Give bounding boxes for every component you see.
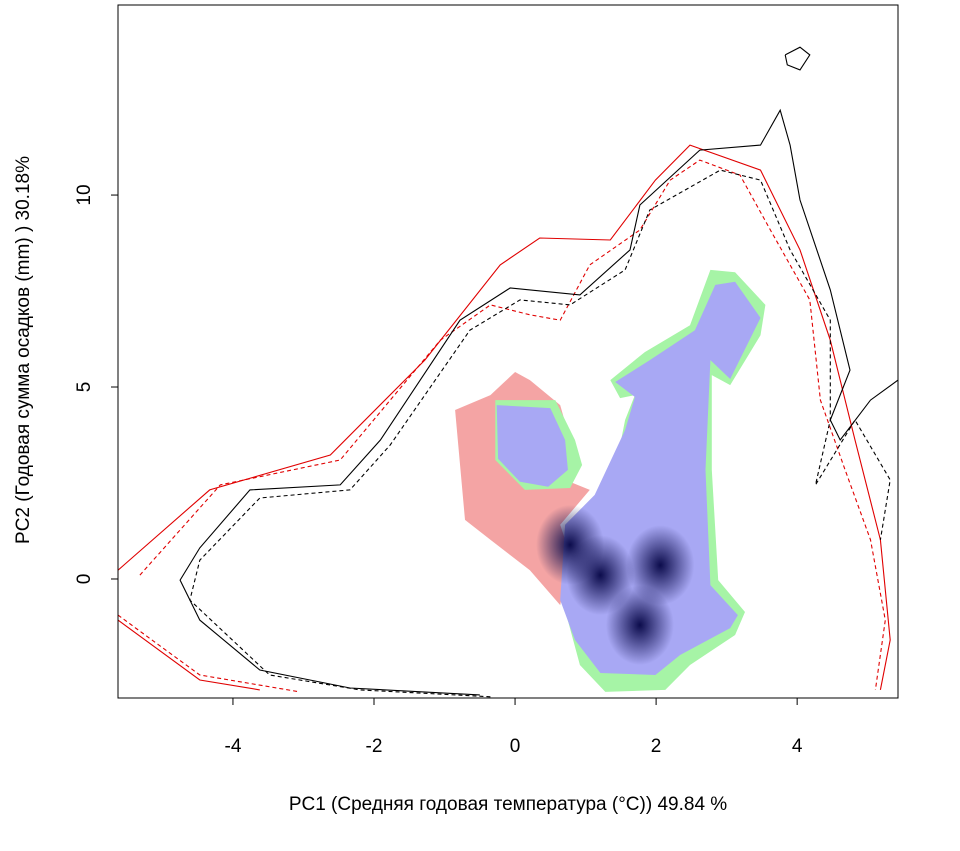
x-tick-label: -2: [366, 736, 383, 757]
contour-line: [179, 46, 898, 696]
density-peak: [605, 585, 674, 666]
density-region: [496, 405, 568, 487]
contour-line: [118, 159, 886, 693]
y-axis-label: PC2 (Годовая сумма осадков (mm) ) 30.18%: [13, 156, 34, 544]
y-tick-label: 5: [74, 382, 95, 393]
x-tick-label: 4: [792, 736, 803, 757]
x-axis-label: PC1 (Средняя годовая температура (°C)) 4…: [289, 794, 727, 815]
y-tick-label: 0: [74, 574, 95, 585]
x-tick-label: -4: [225, 736, 242, 757]
plot-area: [118, 46, 898, 698]
y-tick-label: 10: [74, 184, 95, 205]
plot-frame: [117, 4, 899, 699]
x-tick-label: 0: [510, 736, 521, 757]
contour-line: [118, 144, 891, 691]
density-peak: [626, 525, 695, 606]
x-tick-label: 2: [651, 736, 662, 757]
contour-line: [189, 169, 891, 698]
